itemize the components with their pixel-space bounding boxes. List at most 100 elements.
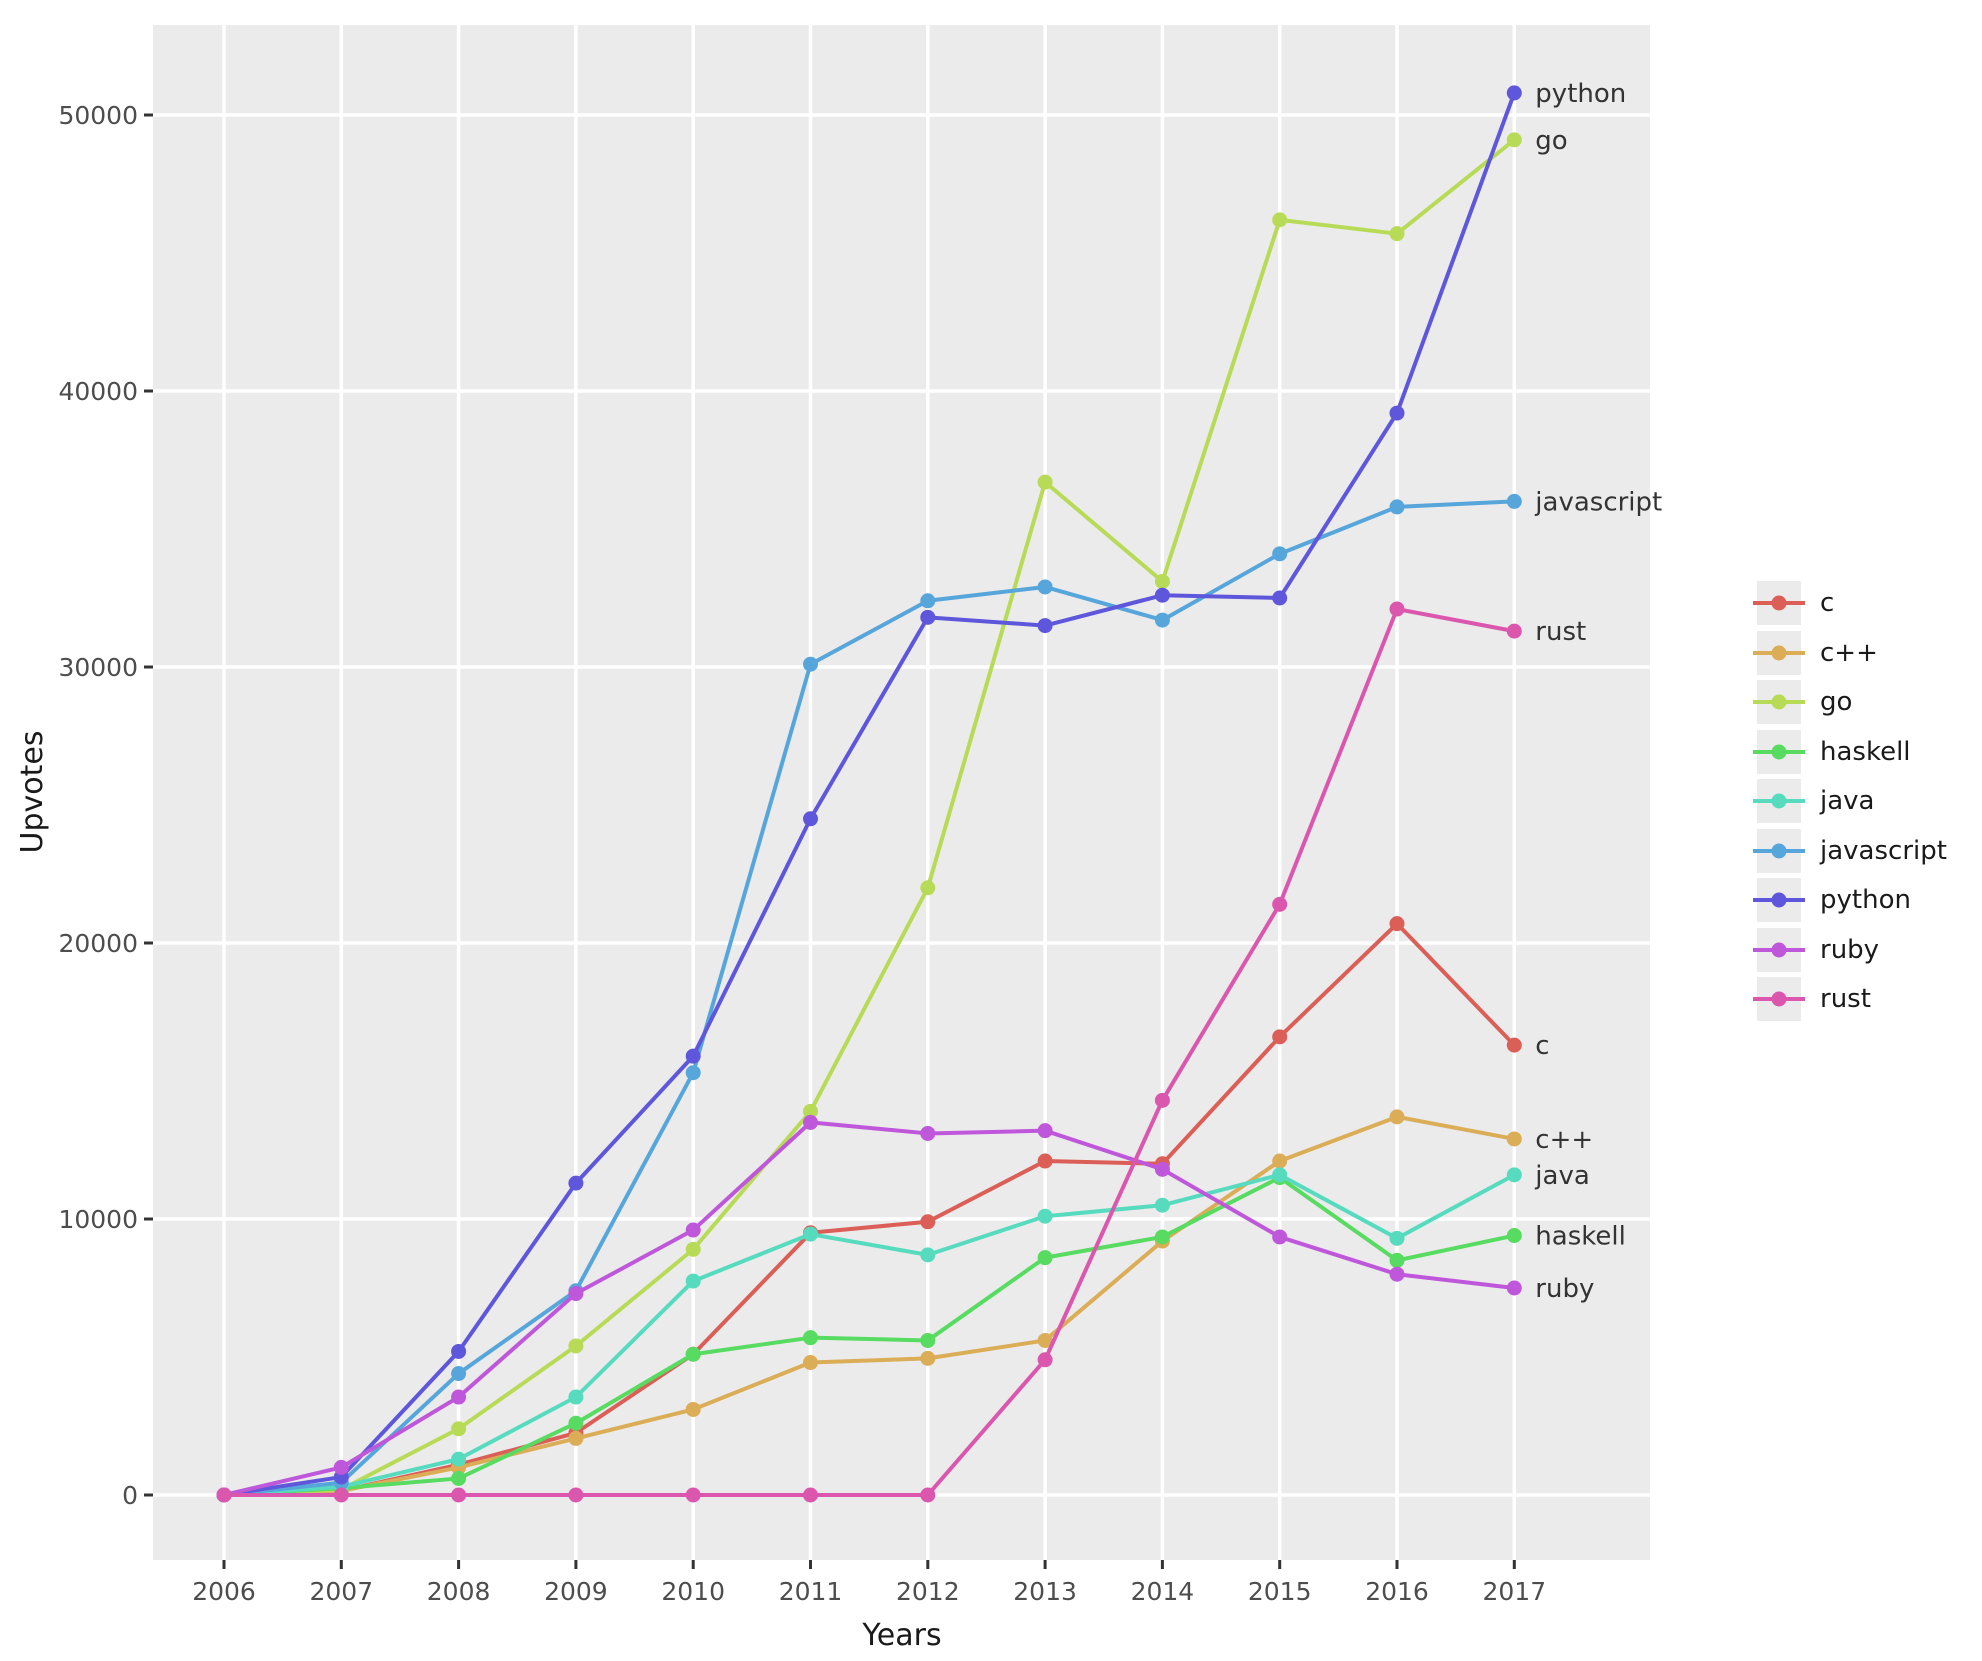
data-point-python-2012 <box>920 609 936 625</box>
data-point-rust-2006 <box>216 1487 232 1503</box>
legend-item-c++: c++ <box>1750 630 1947 675</box>
series-lines <box>216 85 1522 1503</box>
x-tick-label-2017: 2017 <box>1482 1577 1546 1606</box>
legend-label-c++: c++ <box>1820 637 1878 668</box>
data-point-ruby-2012 <box>920 1125 936 1141</box>
data-point-rust-2015 <box>1272 896 1288 912</box>
legend-item-python: python <box>1750 878 1947 922</box>
data-point-ruby-2017 <box>1506 1280 1522 1296</box>
data-point-haskell-2010 <box>685 1346 701 1362</box>
data-point-java-2012 <box>920 1247 936 1263</box>
data-point-haskell-2011 <box>803 1330 818 1346</box>
data-point-rust-2012 <box>920 1487 936 1503</box>
series-line-c++ <box>222 1114 1517 1497</box>
legend-key-go <box>1753 680 1805 724</box>
legend-item-haskell: haskell <box>1750 729 1947 774</box>
legend-key-python <box>1753 878 1805 922</box>
data-point-c-2012 <box>920 1214 936 1230</box>
data-point-python-2010 <box>685 1048 701 1064</box>
legend-label-ruby: ruby <box>1820 934 1880 965</box>
legend-item-ruby: ruby <box>1750 927 1947 972</box>
data-point-ruby-2007 <box>333 1459 349 1475</box>
data-point-javascript-2008 <box>451 1366 467 1382</box>
y-tick-label-50000: 50000 <box>58 101 138 130</box>
series-end-label-javascript: javascript <box>1534 487 1662 517</box>
legend-label-haskell: haskell <box>1820 736 1911 767</box>
series-line-python <box>222 90 1517 1497</box>
series-end-label-python: python <box>1535 79 1626 109</box>
data-point-c++-2017 <box>1506 1131 1522 1147</box>
data-point-go-2016 <box>1389 226 1405 242</box>
data-point-java-2013 <box>1037 1208 1053 1224</box>
x-tick-label-2013: 2013 <box>1013 1577 1077 1606</box>
x-tick-label-2016: 2016 <box>1365 1577 1429 1606</box>
legend-item-rust: rust <box>1750 977 1947 1021</box>
data-point-python-2016 <box>1389 405 1405 421</box>
legend-key-javascript <box>1753 828 1805 873</box>
data-point-javascript-2015 <box>1272 546 1288 562</box>
data-point-c++-2015 <box>1272 1153 1288 1169</box>
plot-panel <box>153 25 1650 1560</box>
data-point-ruby-2010 <box>685 1222 701 1238</box>
x-tick-label-2009: 2009 <box>544 1577 608 1606</box>
series-end-label-haskell: haskell <box>1535 1222 1626 1252</box>
series-end-label-java: java <box>1534 1161 1589 1191</box>
legend-label-python: python <box>1820 885 1911 915</box>
series-line-rust <box>222 607 1517 1497</box>
data-point-rust-2009 <box>568 1487 584 1503</box>
legend-key-ruby <box>1753 927 1805 972</box>
legend-label-javascript: javascript <box>1820 835 1947 866</box>
y-tick-label-10000: 10000 <box>58 1205 138 1234</box>
x-tick-label-2015: 2015 <box>1248 1577 1312 1606</box>
series-line-haskell <box>222 1175 1517 1497</box>
data-point-rust-2017 <box>1506 623 1522 639</box>
x-tick-label-2006: 2006 <box>192 1577 256 1606</box>
data-point-javascript-2010 <box>685 1065 701 1081</box>
legend-item-java: java <box>1750 779 1947 823</box>
x-tick-label-2007: 2007 <box>309 1577 373 1606</box>
data-point-java-2016 <box>1389 1230 1405 1246</box>
series-end-label-ruby: ruby <box>1535 1274 1594 1304</box>
data-point-go-2012 <box>920 880 936 896</box>
data-point-python-2008 <box>451 1343 467 1359</box>
legend-key-haskell <box>1753 729 1805 774</box>
data-point-c-2013 <box>1037 1153 1053 1169</box>
data-point-python-2014 <box>1154 587 1170 603</box>
data-point-go-2010 <box>685 1241 701 1257</box>
data-point-ruby-2011 <box>803 1114 818 1130</box>
data-point-haskell-2016 <box>1389 1252 1405 1268</box>
data-point-rust-2016 <box>1389 601 1405 617</box>
data-point-haskell-2009 <box>568 1415 584 1431</box>
legend-label-go: go <box>1820 687 1853 717</box>
data-point-go-2013 <box>1037 474 1053 490</box>
y-tick-label-40000: 40000 <box>58 377 138 406</box>
x-tick-label-2014: 2014 <box>1131 1577 1195 1606</box>
legend-key-java <box>1753 779 1805 823</box>
data-point-javascript-2017 <box>1506 493 1522 509</box>
series-end-label-rust: rust <box>1535 617 1586 647</box>
data-point-ruby-2015 <box>1272 1229 1288 1245</box>
data-point-c++-2009 <box>568 1430 584 1446</box>
data-point-ruby-2016 <box>1389 1266 1405 1282</box>
legend-label-java: java <box>1820 786 1875 816</box>
x-axis-title: Years <box>861 1618 941 1653</box>
x-tick-label-2011: 2011 <box>779 1577 843 1606</box>
data-point-ruby-2014 <box>1154 1161 1170 1177</box>
data-point-c++-2016 <box>1389 1109 1405 1125</box>
data-point-rust-2010 <box>685 1487 701 1503</box>
series-end-label-c++: c++ <box>1535 1125 1593 1155</box>
series-line-javascript <box>222 499 1517 1497</box>
data-point-python-2011 <box>803 811 818 827</box>
legend-item-javascript: javascript <box>1750 828 1947 873</box>
series-line-java <box>222 1172 1517 1497</box>
series-line-go <box>222 137 1517 1497</box>
data-point-c++-2012 <box>920 1350 936 1366</box>
data-point-c-2017 <box>1506 1037 1522 1053</box>
data-point-haskell-2012 <box>920 1332 936 1348</box>
data-point-java-2010 <box>685 1273 701 1289</box>
legend-key-rust <box>1753 977 1805 1021</box>
data-point-javascript-2016 <box>1389 499 1405 515</box>
data-point-python-2013 <box>1037 618 1053 634</box>
data-point-java-2009 <box>568 1389 584 1405</box>
